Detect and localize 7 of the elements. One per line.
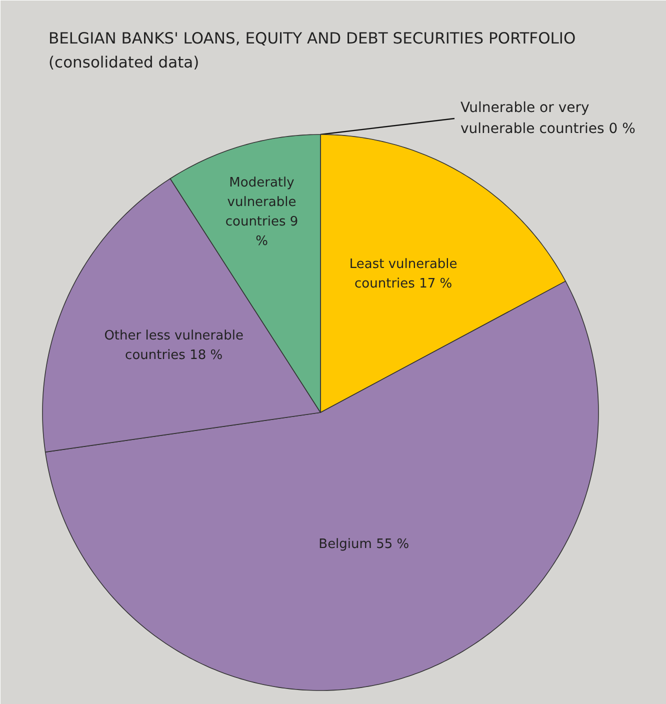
slice-label: Belgium 55 % [318, 537, 410, 552]
slice-label: Moderatly vulnerable countries 9 % [225, 176, 298, 250]
slice-label: Least vulnerable countries 17 % [349, 256, 458, 292]
chart-title: BELGIAN BANKS' LOANS, EQUITY AND DEBT SECURITIES PORTFOLIO [48, 30, 576, 48]
slice-label: Other less vulnerable countries 18 % [104, 328, 244, 363]
category-label: Vulnerable or very vulnerable countries 0 % [460, 100, 636, 137]
chart-subtitle: (consolidated data) [48, 54, 200, 72]
